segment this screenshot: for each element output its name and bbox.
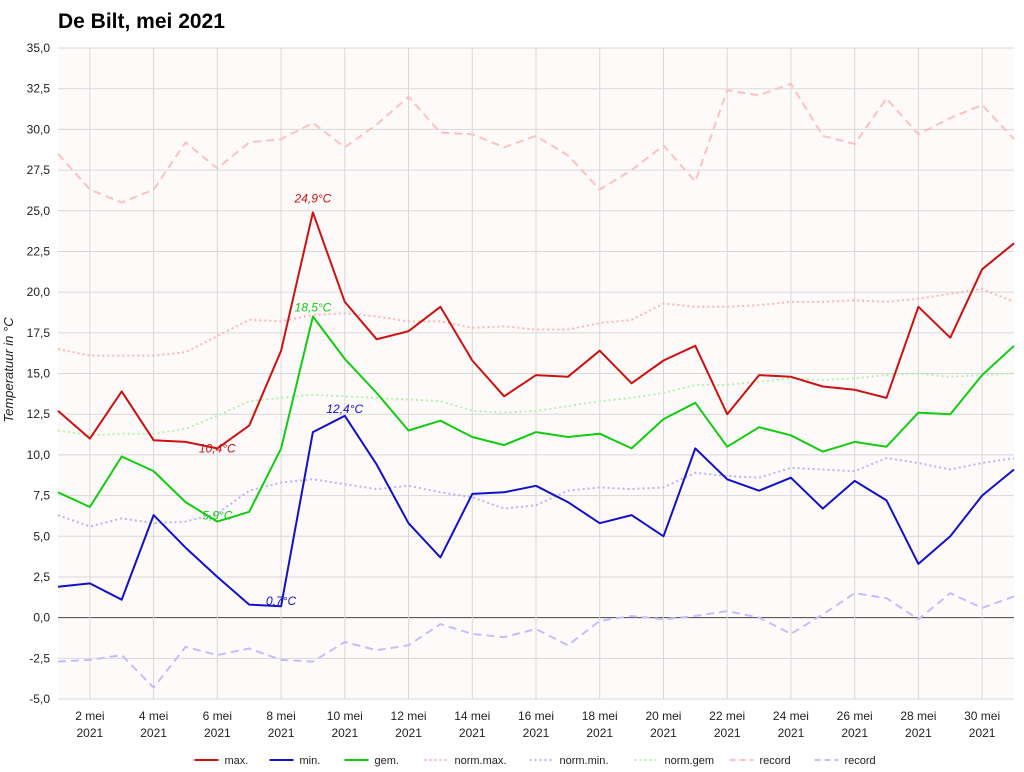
y-tick-label: 5,0 [33,529,50,543]
y-tick-label: 22,5 [27,244,51,258]
y-tick-label: 0,0 [33,611,50,625]
x-tick-label: 28 mei [900,709,936,723]
y-tick-label: 32,5 [27,82,51,96]
chart-title: De Bilt, mei 2021 [58,10,225,33]
x-tick-label: 20 mei [645,709,681,723]
y-tick-label: -5,0 [29,692,50,706]
series-layer [57,82,1015,689]
x-tick-label: 6 mei [203,709,232,723]
x-tick-year: 2021 [650,726,677,740]
x-tick-year: 2021 [523,726,550,740]
data-label: 10,4°C [199,441,236,455]
legend-label: min. [300,755,321,767]
x-tick-label: 2 mei [75,709,104,723]
legend-label: gem. [375,755,399,767]
series-line-gem [57,315,1015,523]
x-tick-label: 26 mei [837,709,873,723]
x-tick-year: 2021 [204,726,231,740]
data-label: 24,9°C [294,191,332,205]
y-tick-label: -2,5 [29,651,50,665]
y-tick-label: 25,0 [27,204,51,218]
y-tick-label: 7,5 [33,489,50,503]
x-tick-year: 2021 [905,726,932,740]
annotations-layer: 24,9°C 10,4°C 18,5°C 5,9°C 12,4°C 0,7°C [199,191,364,608]
x-tick-year: 2021 [714,726,741,740]
y-tick-label: 2,5 [33,570,50,584]
x-tick-year: 2021 [268,726,295,740]
y-tick-label: 30,0 [27,122,51,136]
x-tick-year: 2021 [586,726,613,740]
x-tick-year: 2021 [778,726,805,740]
legend-label: record [845,755,876,767]
x-tick-year: 2021 [395,726,422,740]
x-tick-year: 2021 [140,726,167,740]
series-line-norm-gem [57,372,1015,437]
data-label: 12,4°C [326,402,363,416]
x-tick-label: 12 mei [391,709,427,723]
series-line-record [57,82,1015,204]
x-tick-label: 10 mei [327,709,363,723]
x-tick-year: 2021 [77,726,104,740]
y-tick-label: 10,0 [27,448,51,462]
x-tick-year: 2021 [841,726,868,740]
legend-label: norm.gem [665,755,715,767]
series-line-max [57,211,1015,450]
legend-label: record [760,755,791,767]
x-axis: 2 mei 2021 4 mei 2021 6 mei 2021 8 mei 2021 10 m… [75,709,1000,740]
data-label: 18,5°C [295,301,332,315]
y-tick-label: 27,5 [27,163,51,177]
legend-label: norm.min. [560,755,609,767]
x-tick-label: 18 mei [582,709,618,723]
series-line-norm-min [57,457,1015,528]
x-tick-label: 16 mei [518,709,554,723]
data-label: 5,9°C [202,509,232,523]
grid-layer [58,47,1014,700]
y-tick-label: 15,0 [27,367,51,381]
x-tick-label: 22 mei [709,709,745,723]
x-tick-label: 4 mei [139,709,168,723]
y-tick-label: 35,0 [27,41,51,55]
y-tick-label: 20,0 [27,285,51,299]
series-line-min [57,414,1015,608]
y-tick-label: 17,5 [27,326,51,340]
x-tick-year: 2021 [331,726,358,740]
x-tick-label: 8 mei [266,709,295,723]
legend-label: norm.max. [455,755,507,767]
x-tick-label: 24 mei [773,709,809,723]
data-label: 0,7°C [266,594,296,608]
legend-label: max. [225,755,249,767]
y-axis: 35,0 32,5 30,0 27,5 25,0 22,5 20,0 17,5 15,0 12,5… [27,41,51,706]
x-tick-label: 14 mei [454,709,490,723]
x-tick-year: 2021 [969,726,996,740]
y-axis-title: Temperatuur in °C [1,317,16,423]
legend: max. min. gem. norm.max. norm.min. norm.gem re… [194,755,876,767]
y-tick-label: 12,5 [27,407,51,421]
x-tick-year: 2021 [459,726,486,740]
x-tick-label: 30 mei [964,709,1000,723]
